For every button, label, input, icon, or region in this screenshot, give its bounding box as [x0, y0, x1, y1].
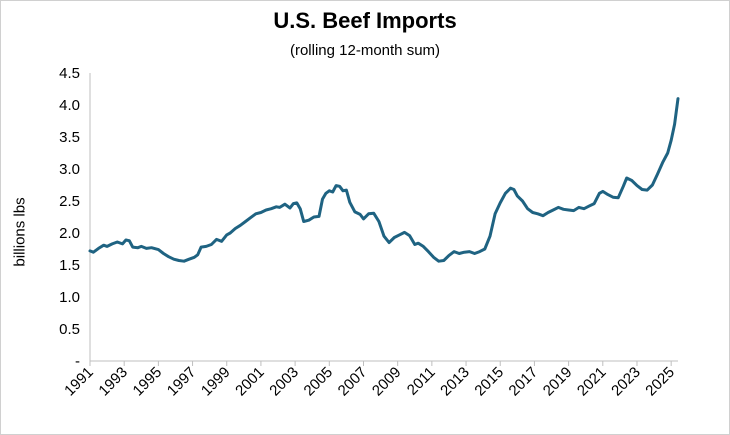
x-tick-label: 2013	[437, 364, 473, 400]
x-tick-label: 2011	[404, 364, 439, 399]
x-tick-label: 2021	[574, 364, 610, 400]
y-tick-label: 1.0	[59, 289, 80, 306]
chart-title: U.S. Beef Imports	[273, 8, 457, 33]
y-tick-label: 0.5	[59, 321, 80, 338]
y-tick-label: 3.5	[59, 129, 80, 146]
y-tick-label: 4.5	[59, 65, 80, 82]
series-line	[88, 97, 680, 263]
y-tick-label: 1.5	[59, 257, 80, 274]
x-tick-label: 1997	[164, 364, 200, 400]
x-tick-label: 2025	[642, 364, 678, 400]
chart-subtitle: (rolling 12-month sum)	[289, 42, 441, 59]
x-tick-label: 1995	[130, 364, 166, 400]
x-tick-label: 2003	[266, 364, 302, 400]
y-tick-label: 2.5	[59, 193, 80, 210]
y-tick-label: 3.0	[59, 161, 80, 178]
x-tick-label: 1999	[198, 364, 234, 400]
y-tick-label: 2.0	[59, 225, 80, 242]
x-tick-label: 2007	[335, 364, 371, 400]
series-lines	[88, 97, 680, 263]
y-tick-label: -	[75, 353, 80, 370]
axes	[89, 73, 678, 366]
x-tick-label: 2001	[232, 364, 268, 400]
x-tick-label: 2009	[369, 364, 405, 400]
x-tick-labels: 1991199319951997199920012003200520072009…	[61, 364, 678, 400]
x-tick-label: 2019	[540, 364, 576, 400]
y-tick-labels: - 0.5 1.0 1.5 2.0 2.5 3.0 3.5 4.0 4.5	[59, 65, 80, 370]
x-tick-label: 1991	[61, 364, 97, 400]
x-tick-label: 2015	[471, 364, 507, 400]
x-tick-label: 2017	[506, 364, 542, 400]
y-tick-label: 4.0	[59, 97, 80, 114]
x-tick-label: 1993	[95, 364, 131, 400]
x-tick-label: 2005	[301, 364, 337, 400]
x-tick-label: 2023	[608, 364, 644, 400]
